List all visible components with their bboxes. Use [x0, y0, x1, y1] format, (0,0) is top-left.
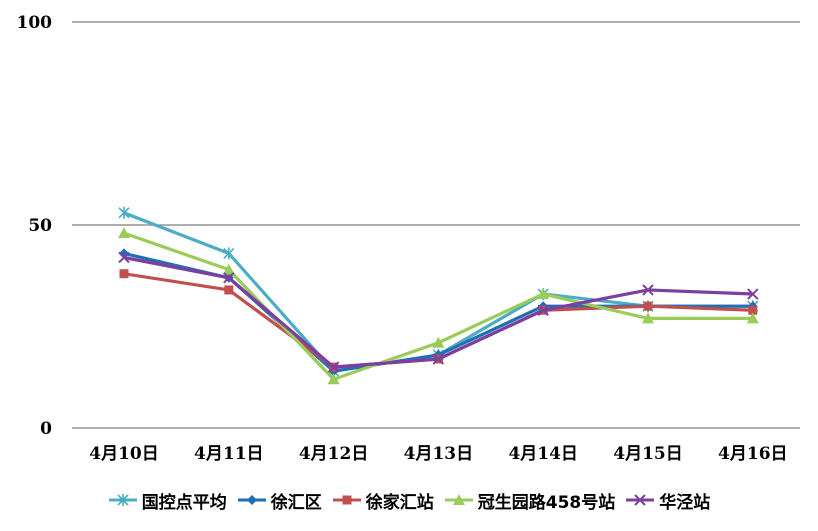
- x-tick-label: 4月16日: [718, 444, 788, 464]
- data-point: [223, 272, 235, 284]
- legend-item: 华泾站: [625, 488, 710, 513]
- legend-marker: [342, 495, 352, 505]
- x-axis-ticks: 4月10日 4月11日 4月12日 4月13日 4月14日 4月15日 4月16日: [89, 444, 787, 464]
- data-point: [642, 284, 654, 296]
- legend-item: 徐家汇站: [332, 488, 434, 513]
- y-tick-label: 0: [40, 419, 52, 439]
- data-point: [224, 285, 234, 295]
- legend-label: 国控点平均: [141, 492, 227, 513]
- data-point: [119, 248, 129, 259]
- legend-label: 华泾站: [659, 492, 711, 513]
- legend-swatch: [108, 494, 137, 506]
- legend-marker: [117, 494, 129, 506]
- series-3: [118, 227, 759, 385]
- legend-marker: [246, 495, 257, 505]
- legend-item: 冠生园路458号站: [444, 488, 616, 513]
- legend-marker: [634, 494, 646, 506]
- x-tick-label: 4月10日: [89, 444, 159, 464]
- legend-label: 徐家汇站: [365, 492, 434, 513]
- legend-label: 冠生园路458号站: [477, 492, 616, 513]
- legend-item: 徐汇区: [237, 488, 322, 513]
- data-point: [432, 336, 445, 348]
- gridlines: [72, 21, 800, 429]
- x-tick-label: 4月14日: [508, 444, 578, 464]
- data-point: [748, 305, 758, 315]
- data-point: [118, 227, 130, 239]
- legend-swatch: [332, 495, 361, 505]
- data-point: [747, 288, 759, 300]
- x-tick-label: 4月12日: [299, 444, 369, 464]
- data-point: [643, 301, 653, 311]
- x-tick-label: 4月11日: [194, 444, 264, 464]
- data-point: [327, 361, 340, 373]
- y-tick-label: 50: [28, 216, 52, 236]
- data-point: [432, 353, 445, 365]
- data-point: [223, 247, 235, 260]
- x-tick-label: 4月13日: [404, 444, 474, 464]
- x-tick-label: 4月15日: [613, 444, 683, 464]
- data-point: [537, 304, 549, 316]
- data-point: [119, 269, 129, 279]
- legend-item: 国控点平均: [108, 488, 227, 513]
- legend-label: 徐汇区: [270, 492, 322, 513]
- data-point: [118, 206, 130, 219]
- legend-swatch: [444, 494, 473, 505]
- series-4: [118, 251, 759, 373]
- data-point: [642, 312, 654, 324]
- data-point: [746, 312, 759, 324]
- data-point: [327, 373, 340, 385]
- data-point: [537, 288, 550, 300]
- chart-legend: 国控点平均 徐汇区 徐家汇站 冠生园路458号站 华泾站: [0, 484, 818, 516]
- data-point: [118, 251, 130, 264]
- data-point: [222, 263, 235, 275]
- series-lines: [118, 206, 759, 385]
- legend-marker: [452, 494, 465, 505]
- y-axis-ticks: 0 50 100: [17, 13, 53, 439]
- series-2: [119, 269, 758, 372]
- legend-swatch: [237, 495, 266, 505]
- legend-swatch: [626, 494, 655, 506]
- y-tick-label: 100: [17, 13, 53, 33]
